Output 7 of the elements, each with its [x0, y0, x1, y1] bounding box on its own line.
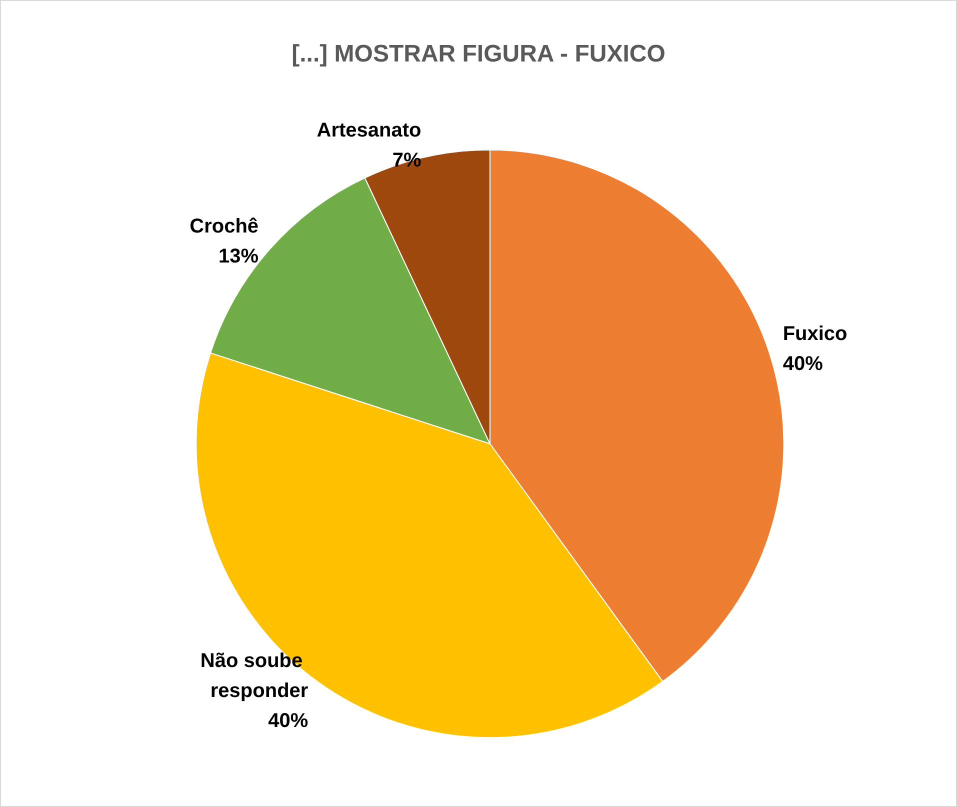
chart-title: [...] MOSTRAR FIGURA - FUXICO	[292, 40, 666, 68]
data-label: 13%	[218, 246, 259, 268]
slice-label: Fuxico	[782, 323, 848, 346]
slice-label: Artesanato	[316, 119, 422, 142]
data-label: 40%	[782, 353, 824, 376]
slice-label: Crochê	[190, 216, 259, 238]
data-label: 40%	[268, 710, 308, 732]
